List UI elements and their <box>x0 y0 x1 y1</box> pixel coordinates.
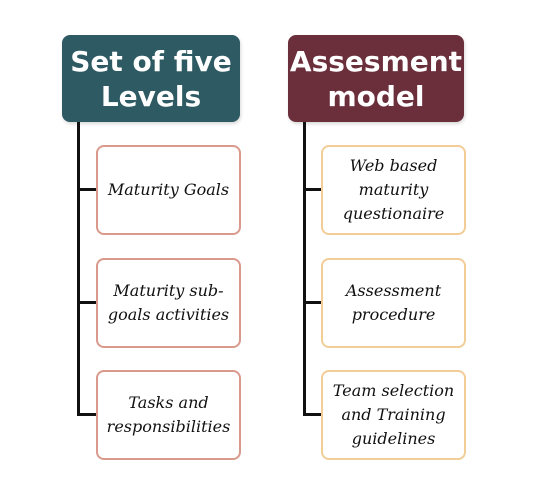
web-based-maturity-questionaire-box: Web based maturity questionaire <box>321 145 466 235</box>
box-text-line: goals activities <box>107 305 230 324</box>
header-line: Set of five <box>70 44 232 78</box>
header-line: Assesment <box>289 44 463 78</box>
box-text-line: Web based <box>349 156 438 175</box>
box-text-line: questionaire <box>342 204 445 223</box>
left-branch-line-3 <box>77 413 96 416</box>
box-text-line: Maturity sub- <box>113 281 224 300</box>
maturity-subgoals-activities-box: Maturity sub- goals activities <box>96 258 241 348</box>
box-text-line: Team selection <box>332 381 455 400</box>
box-text-line: responsibilities <box>106 417 231 436</box>
right-branch-line-3 <box>303 413 322 416</box>
left-trunk-line <box>77 122 80 416</box>
right-branch-line-2 <box>303 301 322 304</box>
set-of-five-levels-header: Set of five Levels <box>62 35 240 122</box>
box-text-line: Maturity Goals <box>107 180 230 199</box>
tasks-and-responsibilities-box: Tasks and responsibilities <box>96 370 241 460</box>
box-text-line: Tasks and <box>128 393 209 412</box>
maturity-goals-box: Maturity Goals <box>96 145 241 235</box>
box-text-line: maturity <box>358 180 429 199</box>
box-text-line: Assessment <box>345 281 442 300</box>
team-selection-and-training-guidelines-box: Team selection and Training guidelines <box>321 370 466 460</box>
right-trunk-line <box>303 122 306 416</box>
header-line: Levels <box>100 79 202 113</box>
box-text-line: guidelines <box>351 429 436 448</box>
left-branch-line-1 <box>77 188 96 191</box>
assessment-procedure-box: Assessment procedure <box>321 258 466 348</box>
assesment-model-header: Assesment model <box>288 35 464 122</box>
header-line: model <box>327 79 425 113</box>
left-branch-line-2 <box>77 301 96 304</box>
box-text-line: procedure <box>351 305 436 324</box>
right-branch-line-1 <box>303 188 322 191</box>
box-text-line: and Training <box>341 405 446 424</box>
